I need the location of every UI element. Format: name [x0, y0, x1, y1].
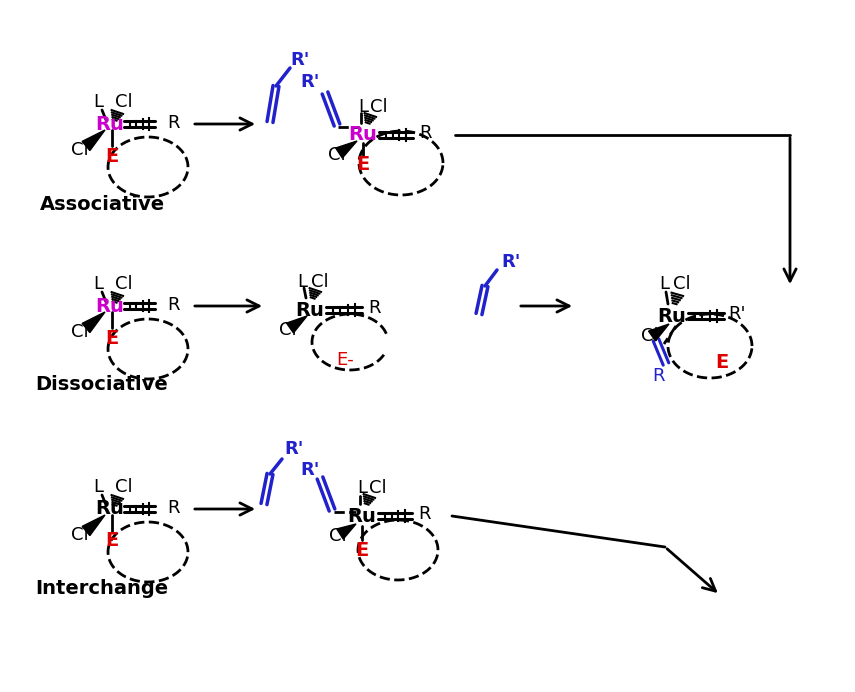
Text: Cl: Cl	[311, 273, 329, 291]
Text: Cl: Cl	[115, 93, 133, 111]
Text: Ru: Ru	[657, 307, 687, 325]
Text: E: E	[105, 147, 119, 165]
Text: Cl: Cl	[71, 323, 89, 341]
Text: R: R	[167, 296, 180, 314]
Text: E: E	[356, 540, 369, 560]
Text: Cl: Cl	[115, 478, 133, 496]
Text: Dissociative: Dissociative	[36, 374, 168, 394]
Text: R': R'	[728, 305, 746, 323]
Text: Cl: Cl	[71, 141, 89, 159]
Text: Ru: Ru	[96, 114, 125, 134]
Text: Cl: Cl	[370, 98, 388, 116]
Text: L: L	[93, 93, 103, 111]
Text: Cl: Cl	[115, 275, 133, 293]
Text: Cl: Cl	[329, 527, 347, 545]
Text: Cl: Cl	[71, 526, 89, 544]
Text: R: R	[368, 299, 380, 317]
Polygon shape	[82, 312, 105, 333]
Text: R: R	[652, 367, 664, 385]
Polygon shape	[82, 515, 105, 536]
Polygon shape	[82, 130, 105, 151]
Text: R: R	[418, 505, 430, 523]
Text: E: E	[105, 531, 119, 551]
Text: Ru: Ru	[96, 296, 125, 316]
Text: R': R'	[501, 253, 521, 271]
Text: R: R	[419, 124, 431, 142]
Text: L: L	[93, 478, 103, 496]
Text: L: L	[93, 275, 103, 293]
Text: Cl: Cl	[673, 275, 691, 293]
Text: E: E	[357, 156, 369, 174]
Text: R': R'	[285, 440, 304, 458]
Text: L: L	[358, 98, 368, 116]
Text: R': R'	[291, 51, 310, 69]
Text: E: E	[105, 329, 119, 347]
Text: R: R	[167, 499, 180, 517]
Text: L: L	[297, 273, 307, 291]
Text: R': R'	[300, 73, 320, 91]
Text: L: L	[357, 479, 367, 497]
Text: Ru: Ru	[296, 300, 324, 320]
Text: R': R'	[300, 461, 320, 479]
Polygon shape	[336, 141, 357, 158]
Text: L: L	[659, 275, 669, 293]
Text: R: R	[167, 114, 180, 132]
Polygon shape	[649, 324, 669, 341]
Text: Ru: Ru	[96, 500, 125, 518]
Text: Ru: Ru	[349, 125, 377, 145]
Text: E: E	[716, 352, 728, 372]
Text: Interchange: Interchange	[35, 579, 168, 599]
Text: Ru: Ru	[348, 507, 376, 525]
Text: Cl: Cl	[280, 321, 297, 339]
Text: Cl: Cl	[369, 479, 386, 497]
Text: E-: E-	[336, 351, 354, 369]
Polygon shape	[286, 316, 307, 333]
Text: Cl: Cl	[641, 327, 659, 345]
Text: Associative: Associative	[39, 194, 164, 214]
Text: Cl: Cl	[328, 146, 345, 164]
Polygon shape	[337, 524, 356, 539]
